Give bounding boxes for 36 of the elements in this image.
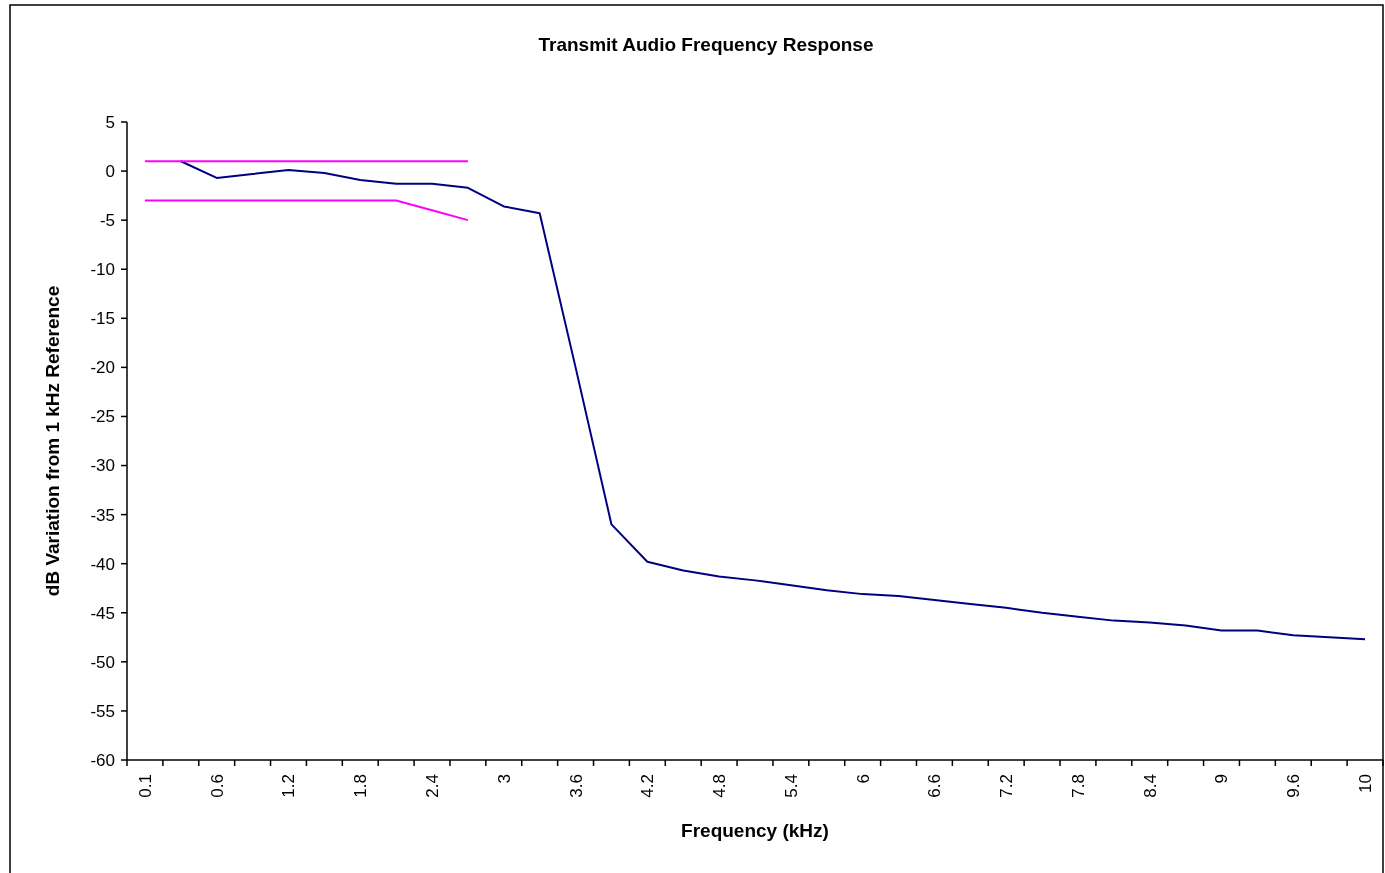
y-tick-label: -45 xyxy=(90,603,115,623)
x-tick-label: 5.4 xyxy=(781,774,801,798)
y-tick-label: 5 xyxy=(105,112,115,132)
x-tick-label: 4.8 xyxy=(710,774,730,798)
y-tick-label: 0 xyxy=(105,162,115,182)
x-tick-label: 0.1 xyxy=(135,774,155,798)
x-tick-label: 0.6 xyxy=(207,774,227,798)
x-tick-label: 7.8 xyxy=(1068,774,1088,798)
x-tick-label: 7.2 xyxy=(997,774,1017,798)
y-tick-label: -40 xyxy=(90,554,115,574)
x-tick-label: 9 xyxy=(1212,774,1232,784)
y-axis-title: dB Variation from 1 kHz Reference xyxy=(41,285,63,597)
x-tick-label: 3.6 xyxy=(566,774,586,798)
y-tick-label: -20 xyxy=(90,358,115,378)
y-tick-label: -55 xyxy=(90,701,115,721)
y-tick-label: -10 xyxy=(90,260,115,280)
x-tick-label: 10 xyxy=(1356,774,1376,793)
y-tick-label: -50 xyxy=(90,652,115,672)
x-tick-label: 1.8 xyxy=(351,774,371,798)
y-tick-label: -15 xyxy=(90,309,115,329)
x-tick-label: 1.2 xyxy=(279,774,299,798)
x-tick-label: 2.4 xyxy=(422,774,442,798)
y-tick-label: -5 xyxy=(99,211,115,231)
chart-title: Transmit Audio Frequency Response xyxy=(538,34,874,55)
y-tick-label: -35 xyxy=(90,505,115,525)
x-tick-label: 6 xyxy=(853,774,873,784)
y-tick-label: -25 xyxy=(90,407,115,427)
x-tick-label: 8.4 xyxy=(1140,774,1160,798)
x-tick-label: 4.2 xyxy=(638,774,658,798)
y-tick-label: -30 xyxy=(90,456,115,476)
x-tick-label: 3 xyxy=(494,774,514,784)
x-axis-title: Frequency (kHz) xyxy=(681,820,829,841)
y-tick-label: -60 xyxy=(90,750,115,770)
x-tick-label: 9.6 xyxy=(1284,774,1304,798)
x-tick-label: 6.6 xyxy=(925,774,945,798)
line-series xyxy=(179,160,1367,641)
